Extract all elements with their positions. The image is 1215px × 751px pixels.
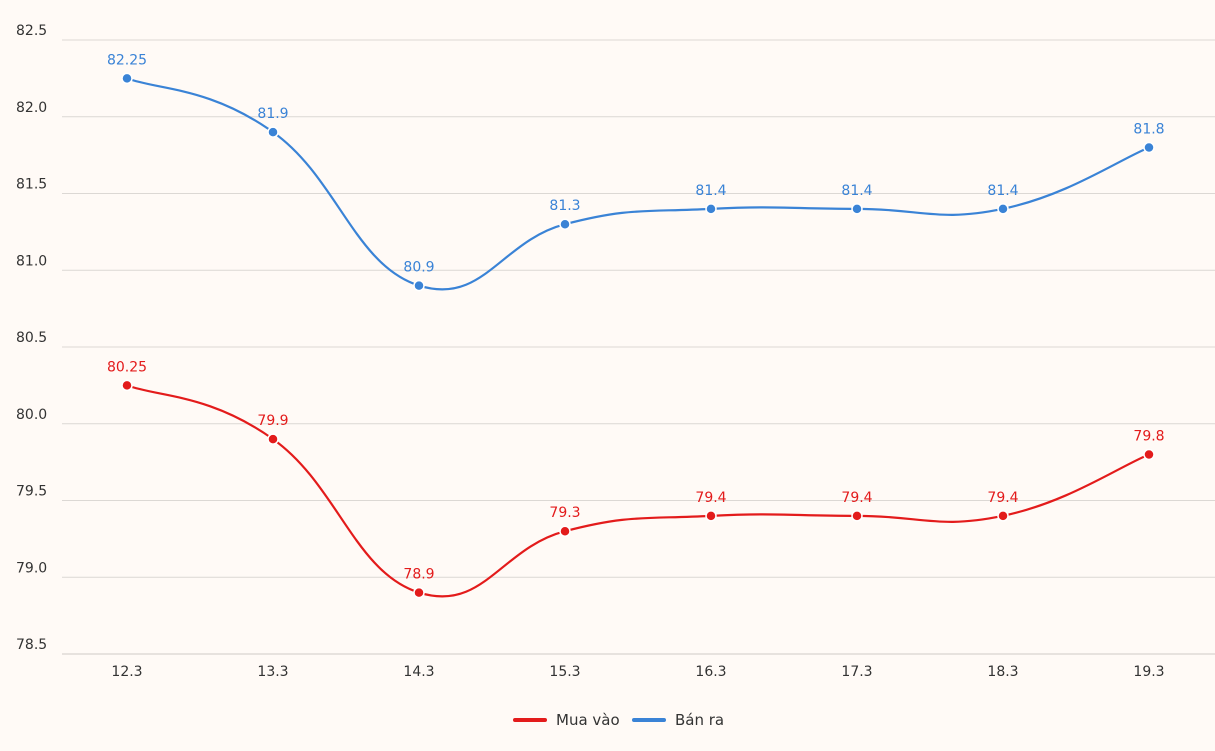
y-tick-label: 80.0 (16, 407, 47, 423)
y-axis-ticks: 82.5 82.0 81.5 81.0 80.5 80.0 79.5 79.0 78.5 (16, 23, 47, 653)
data-point[interactable] (559, 525, 571, 537)
x-tick-label: 17.3 (841, 664, 872, 680)
data-label: 81.9 (257, 106, 288, 122)
x-tick-label: 16.3 (695, 664, 726, 680)
data-label: 82.25 (107, 52, 147, 68)
x-tick-label: 19.3 (1133, 664, 1164, 680)
data-point[interactable] (851, 510, 863, 522)
x-tick-label: 12.3 (111, 664, 142, 680)
data-point[interactable] (121, 379, 133, 392)
data-label: 79.8 (1133, 428, 1164, 444)
series-mua-vao: 80.25 79.9 78.9 79.3 79.4 79.4 79.4 79.8 (107, 359, 1165, 599)
data-label: 81.8 (1133, 121, 1164, 137)
data-point[interactable] (121, 72, 133, 85)
data-label: 78.9 (403, 567, 434, 583)
data-point[interactable] (413, 279, 425, 292)
legend-label: Bán ra (675, 711, 724, 729)
data-label: 79.4 (987, 490, 1018, 506)
y-tick-label: 79.0 (16, 560, 47, 576)
data-label: 81.4 (987, 183, 1018, 199)
data-point[interactable] (559, 218, 571, 230)
data-label: 81.4 (841, 183, 872, 199)
data-point[interactable] (851, 203, 863, 215)
series-ban-ra: 82.25 81.9 80.9 81.3 81.4 81.4 81.4 81.8 (107, 52, 1165, 292)
x-tick-label: 18.3 (987, 664, 1018, 680)
data-point[interactable] (997, 510, 1009, 522)
data-label: 79.4 (695, 490, 726, 506)
data-point[interactable] (267, 433, 279, 445)
data-label: 81.4 (695, 183, 726, 199)
x-tick-label: 13.3 (257, 664, 288, 680)
y-tick-label: 81.0 (16, 253, 47, 269)
x-axis-ticks: 12.3 13.3 14.3 15.3 16.3 17.3 18.3 19.3 (111, 664, 1164, 680)
data-point[interactable] (705, 203, 717, 215)
data-point[interactable] (267, 126, 279, 138)
data-point[interactable] (1143, 448, 1155, 461)
data-label: 81.3 (549, 198, 580, 214)
y-tick-label: 79.5 (16, 484, 47, 500)
data-label: 80.9 (403, 260, 434, 276)
data-label: 79.9 (257, 413, 288, 429)
series-layer: 80.25 79.9 78.9 79.3 79.4 79.4 79.4 79.8 82.25 81… (107, 52, 1165, 599)
data-point[interactable] (997, 203, 1009, 215)
y-tick-label: 80.5 (16, 330, 47, 346)
data-point[interactable] (705, 510, 717, 522)
x-tick-label: 14.3 (403, 664, 434, 680)
grid-lines (62, 39, 1215, 655)
legend-item[interactable]: Bán ra (632, 711, 724, 729)
series-line (126, 77, 1150, 291)
data-label: 79.3 (549, 505, 580, 521)
x-tick-label: 15.3 (549, 664, 580, 680)
data-point[interactable] (413, 586, 425, 599)
legend-label: Mua vào (556, 711, 620, 729)
data-point[interactable] (1143, 141, 1155, 154)
y-tick-label: 78.5 (16, 637, 47, 653)
legend: Mua vào Bán ra (513, 711, 724, 729)
legend-item[interactable]: Mua vào (513, 711, 620, 729)
y-tick-label: 82.0 (16, 100, 47, 116)
data-label: 79.4 (841, 490, 872, 506)
y-tick-label: 82.5 (16, 23, 47, 39)
y-tick-label: 81.5 (16, 177, 47, 193)
series-line (126, 384, 1150, 598)
data-label: 80.25 (107, 359, 147, 375)
